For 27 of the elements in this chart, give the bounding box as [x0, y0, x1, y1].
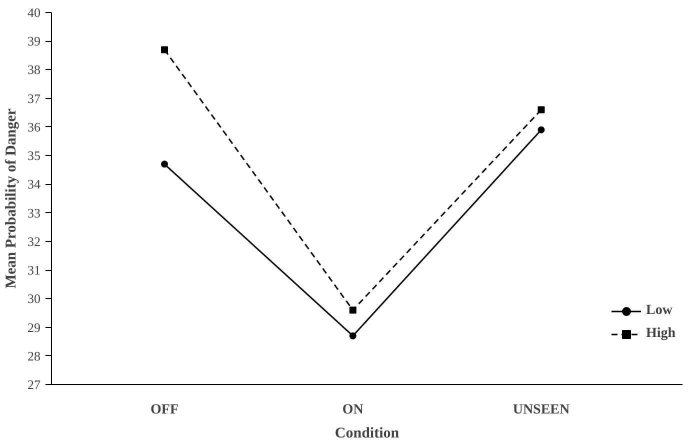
point	[349, 306, 356, 314]
point	[538, 106, 545, 114]
point	[161, 46, 168, 54]
y-tick-label: 36	[28, 119, 41, 134]
point	[161, 160, 168, 168]
x-tick-label: UNSEEN	[512, 402, 570, 418]
y-tick-label: 30	[28, 291, 40, 306]
y-tick-label: 34	[28, 176, 41, 192]
legend-label: High	[646, 326, 676, 342]
x-tick-label: ON	[342, 402, 364, 418]
y-axis-title: Mean Probability of Danger	[4, 108, 20, 289]
point	[538, 126, 545, 134]
y-tick-label: 31	[28, 262, 40, 278]
y-tick-label: 38	[28, 62, 40, 78]
x-tick-label: OFF	[150, 402, 179, 418]
y-tick-label: 35	[28, 148, 40, 164]
x-axis-title: Condition	[334, 426, 400, 442]
y-tick-label: 40	[28, 5, 40, 20]
y-tick-label: 39	[28, 34, 40, 49]
point	[349, 332, 356, 340]
y-tick-label: 32	[28, 234, 40, 249]
legend-label: Low	[646, 303, 672, 319]
y-tick-label: 27	[28, 377, 41, 392]
y-tick-label: 28	[28, 348, 40, 364]
y-tick-label: 33	[28, 205, 40, 220]
y-tick-label: 29	[28, 320, 40, 335]
y-tick-label: 37	[28, 90, 41, 106]
